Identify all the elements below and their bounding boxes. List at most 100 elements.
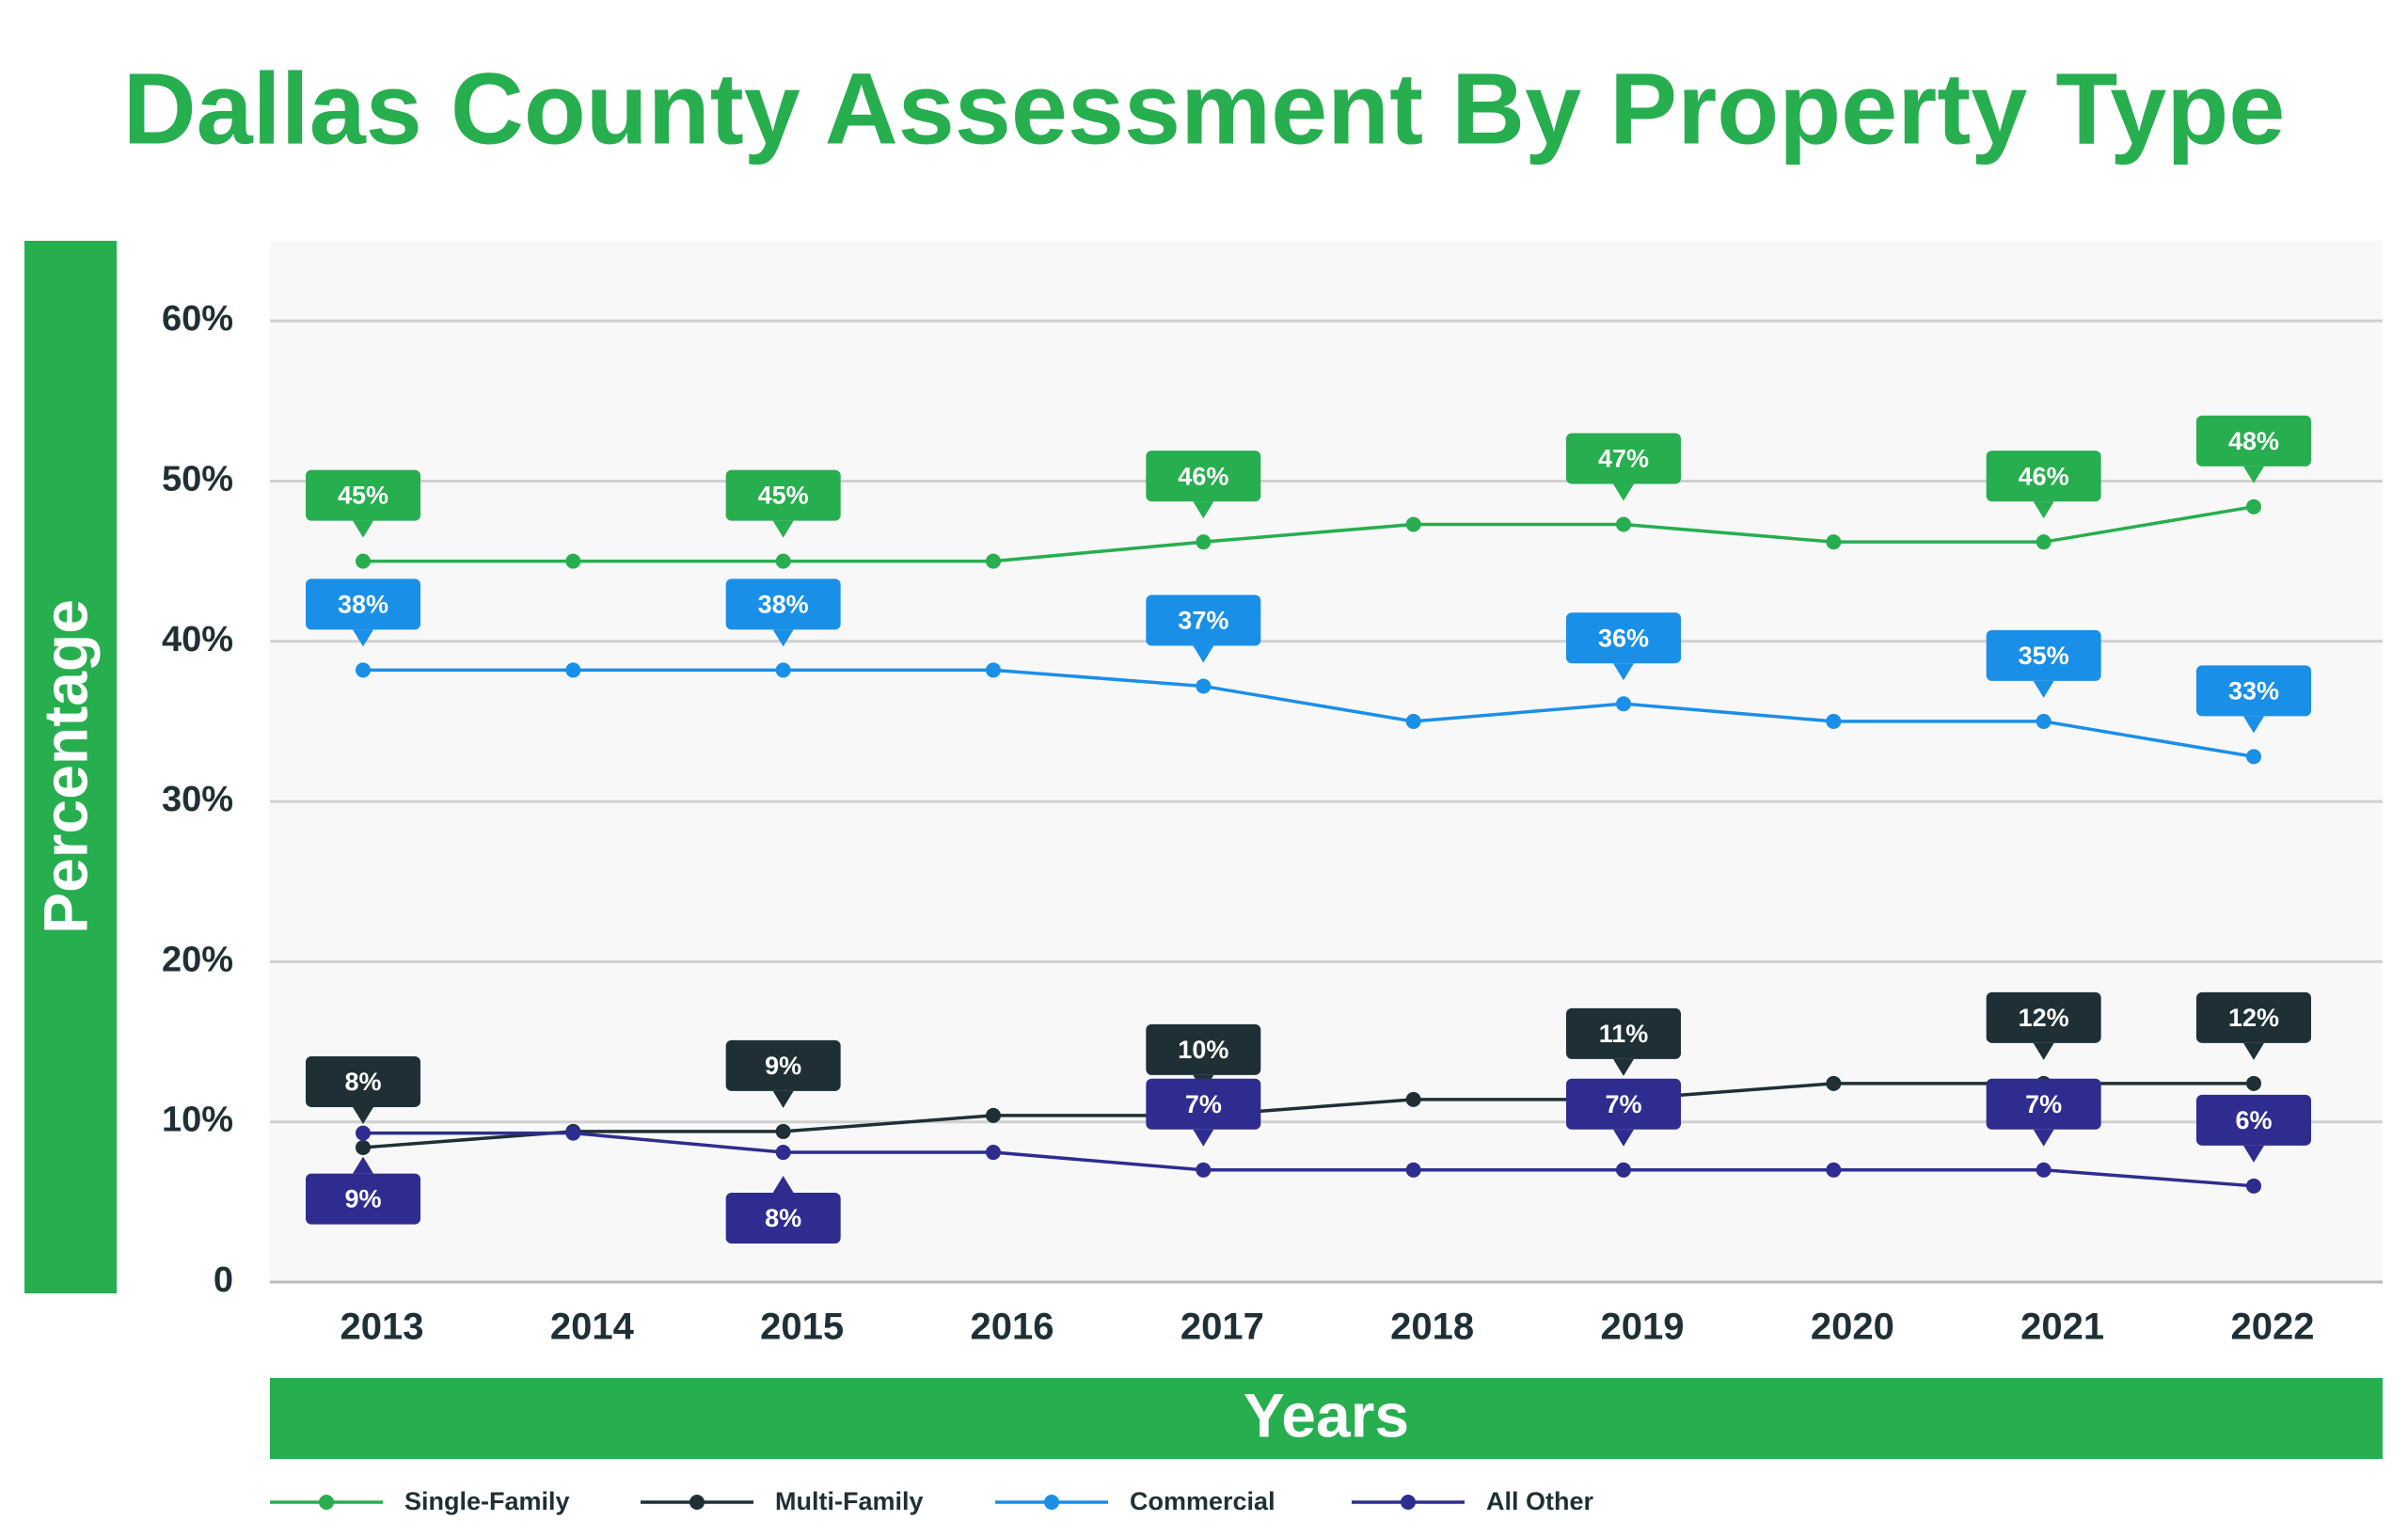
label-box (1986, 991, 2101, 1043)
data-label-text: 7% (1605, 1090, 1641, 1118)
data-point (986, 662, 1001, 678)
data-label-text: 36% (1598, 624, 1649, 652)
data-label-text: 7% (1185, 1090, 1222, 1118)
data-label-text: 38% (758, 591, 809, 619)
y-label-bar (24, 241, 117, 1293)
data-point (356, 1139, 371, 1155)
x-tick-label: 2021 (2020, 1307, 2104, 1348)
data-label-text: 47% (1598, 445, 1649, 473)
label-pointer (2033, 501, 2054, 519)
data-label-text: 46% (1178, 462, 1228, 490)
data-label: 45% (725, 469, 841, 538)
y-tick-label: 60% (162, 299, 233, 339)
data-point (565, 553, 581, 569)
data-point (1196, 534, 1212, 550)
data-label: 9% (725, 1039, 841, 1108)
data-label-text: 12% (2228, 1004, 2279, 1032)
series-line (363, 504, 2255, 563)
data-label-text: 48% (2228, 427, 2279, 455)
data-label-text: 9% (765, 1052, 801, 1080)
series-line (362, 1082, 2254, 1149)
data-label: 47% (1566, 433, 1681, 501)
y-axis-label: Percentage (30, 599, 100, 934)
data-label-text: 45% (758, 482, 809, 510)
data-point (1826, 534, 1842, 550)
label-box (725, 1193, 841, 1244)
y-tick-label: 40% (162, 620, 233, 659)
data-label: 7% (1566, 1078, 1681, 1147)
y-tick-label: 0 (214, 1260, 233, 1300)
label-box (1566, 433, 1681, 484)
label-box (725, 469, 841, 521)
data-label: 38% (725, 578, 841, 647)
label-pointer (353, 520, 373, 538)
data-point (2246, 749, 2261, 765)
x-tick-label: 2016 (971, 1307, 1054, 1348)
data-label: 48% (2196, 415, 2311, 483)
x-tick-label: 2020 (1811, 1307, 1894, 1348)
data-point (565, 662, 581, 678)
data-point (1196, 678, 1212, 694)
data-label: 9% (306, 1156, 420, 1225)
label-box (1986, 1078, 2101, 1130)
data-label: 11% (1566, 1007, 1681, 1076)
label-pointer (2243, 466, 2264, 483)
data-point (2246, 1075, 2261, 1091)
data-label: 46% (1986, 451, 2101, 519)
legend-label: Single-Family (404, 1487, 570, 1515)
label-box (2196, 415, 2311, 467)
label-pointer (2243, 716, 2264, 734)
data-label: 46% (1146, 451, 1261, 519)
data-point (775, 1123, 791, 1139)
label-pointer (353, 1156, 373, 1174)
label-pointer (353, 1106, 373, 1124)
data-point (1405, 1162, 1421, 1178)
data-point (1826, 1162, 1842, 1178)
data-label: 7% (1986, 1078, 2101, 1147)
label-box (306, 1173, 420, 1225)
y-tick-label: 50% (162, 459, 233, 499)
label-pointer (2033, 1042, 2054, 1060)
label-pointer (772, 629, 794, 647)
data-label: 7% (1146, 1078, 1261, 1147)
data-point (2246, 1178, 2261, 1194)
y-tick-label: 30% (162, 780, 233, 819)
data-point (986, 1145, 1001, 1161)
label-pointer (1193, 645, 1214, 663)
label-pointer (353, 629, 373, 647)
label-box (725, 578, 841, 630)
x-axis-label: Years (1244, 1380, 1409, 1450)
data-point (356, 553, 371, 569)
data-label-text: 38% (338, 591, 388, 619)
label-box (1566, 1007, 1681, 1059)
label-pointer (1613, 1058, 1634, 1076)
data-point (356, 1125, 371, 1141)
data-label: 37% (1146, 594, 1261, 663)
label-box (306, 469, 420, 521)
label-box (1986, 451, 2101, 502)
data-label-text: 33% (2228, 677, 2279, 705)
data-point (1616, 696, 1631, 712)
x-tick-label: 2017 (1180, 1307, 1264, 1348)
data-point (986, 553, 1001, 569)
data-label: 35% (1986, 629, 2101, 698)
data-label-text: 37% (1178, 607, 1228, 635)
x-tick-label: 2019 (1601, 1307, 1685, 1348)
data-label-text: 46% (2019, 462, 2069, 490)
label-box (306, 578, 420, 630)
data-point (775, 1145, 791, 1161)
x-tick-label: 2014 (550, 1307, 635, 1348)
data-point (986, 1107, 1001, 1123)
data-label: 12% (2196, 991, 2311, 1060)
data-label: 12% (1986, 991, 2101, 1060)
data-point (2036, 713, 2052, 729)
label-pointer (772, 520, 794, 538)
label-pointer (2033, 1129, 2054, 1147)
data-label-text: 45% (338, 482, 388, 510)
label-box (1566, 1078, 1681, 1130)
data-label: 33% (2196, 665, 2311, 734)
label-box (1566, 612, 1681, 664)
data-point (356, 662, 371, 678)
data-point (1616, 1162, 1631, 1178)
